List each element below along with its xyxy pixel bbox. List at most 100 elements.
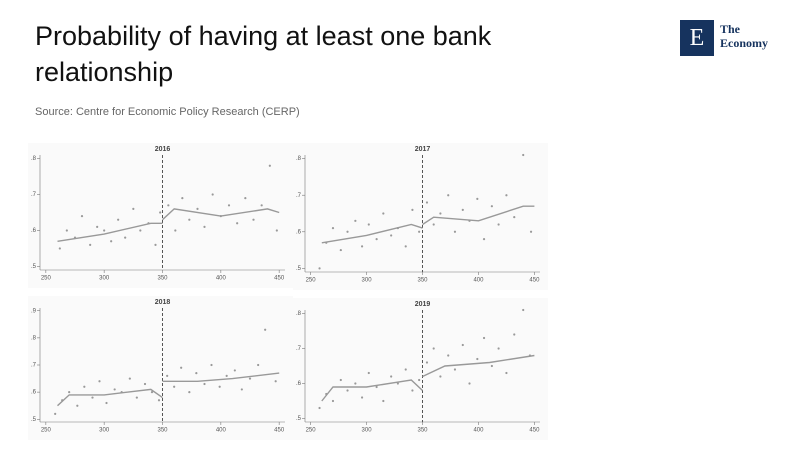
data-point xyxy=(339,378,342,382)
fit-line xyxy=(57,372,280,407)
data-point xyxy=(482,237,486,241)
panel-title: 2017 xyxy=(415,146,431,153)
fit-line xyxy=(321,354,535,402)
y-tick-label: .5 xyxy=(31,417,37,423)
data-point xyxy=(411,389,414,392)
data-point xyxy=(58,247,61,250)
panel-title: 2019 xyxy=(415,301,431,308)
data-point xyxy=(513,333,516,336)
data-point xyxy=(91,396,94,399)
data-point xyxy=(490,364,493,368)
x-tick-label: 400 xyxy=(216,276,227,282)
data-point xyxy=(257,363,260,367)
data-point xyxy=(248,377,252,380)
x-tick-label: 350 xyxy=(157,428,168,434)
x-tick-label: 450 xyxy=(529,428,540,434)
x-tick-label: 350 xyxy=(417,278,428,284)
data-point xyxy=(522,153,525,157)
data-point xyxy=(83,385,86,388)
data-point xyxy=(439,375,442,378)
data-point xyxy=(54,412,57,415)
source-note: Source: Centre for Economic Policy Resea… xyxy=(35,106,300,118)
data-point xyxy=(453,368,457,371)
data-point xyxy=(432,347,435,350)
y-tick-label: .8 xyxy=(31,156,37,162)
data-point xyxy=(476,197,479,200)
x-tick-label: 350 xyxy=(417,428,428,434)
data-point xyxy=(65,229,68,232)
logo: E The Economy xyxy=(680,20,780,58)
data-point xyxy=(339,248,342,252)
data-point xyxy=(468,382,471,385)
y-tick-label: .7 xyxy=(31,192,37,198)
data-point xyxy=(505,371,508,375)
data-point xyxy=(210,363,213,367)
data-point xyxy=(404,245,407,248)
data-point xyxy=(382,212,385,215)
data-point xyxy=(360,396,364,399)
data-point xyxy=(318,406,321,410)
data-point xyxy=(490,205,493,208)
data-point xyxy=(227,204,231,207)
data-point xyxy=(244,197,247,200)
page-title: Probability of having at least one bank … xyxy=(35,21,492,87)
x-tick-label: 400 xyxy=(473,278,484,284)
data-point xyxy=(203,225,206,228)
data-point xyxy=(68,391,71,394)
data-point xyxy=(233,369,236,372)
panel-background xyxy=(28,296,293,440)
data-point xyxy=(203,382,206,386)
data-point xyxy=(375,385,378,389)
data-point xyxy=(180,366,183,369)
data-point xyxy=(124,236,127,239)
data-point xyxy=(105,401,108,405)
data-point xyxy=(218,385,221,388)
data-point xyxy=(331,399,335,403)
data-point xyxy=(166,374,169,377)
data-point xyxy=(275,229,278,232)
y-tick-label: .9 xyxy=(31,308,37,314)
panel-title: 2018 xyxy=(155,299,171,306)
data-point xyxy=(346,389,349,392)
data-point xyxy=(181,197,184,200)
x-tick-label: 300 xyxy=(99,428,110,434)
data-point xyxy=(76,404,79,407)
x-tick-label: 300 xyxy=(99,276,110,282)
data-point xyxy=(439,212,442,215)
y-tick-label: .8 xyxy=(296,311,302,317)
data-point xyxy=(188,391,191,394)
data-point xyxy=(461,208,464,211)
data-point xyxy=(447,194,450,197)
panel-background xyxy=(293,298,548,440)
data-point xyxy=(396,382,399,385)
data-point xyxy=(157,399,161,402)
data-point xyxy=(96,225,99,228)
data-point xyxy=(447,354,450,357)
data-point xyxy=(103,229,106,232)
data-point xyxy=(360,245,364,248)
data-point xyxy=(154,243,157,246)
data-point xyxy=(188,218,191,221)
data-point xyxy=(425,361,429,364)
data-point xyxy=(195,372,198,375)
data-point xyxy=(505,194,508,197)
data-point xyxy=(432,223,435,226)
fit-line xyxy=(57,208,280,242)
x-tick-label: 400 xyxy=(473,428,484,434)
data-point xyxy=(375,237,378,241)
y-tick-label: .5 xyxy=(31,264,37,270)
data-point xyxy=(80,214,84,218)
data-point xyxy=(89,243,92,246)
data-point xyxy=(529,230,533,233)
data-point xyxy=(476,357,479,361)
data-point xyxy=(236,222,239,225)
data-point xyxy=(274,380,277,383)
logo-mark: E xyxy=(680,20,714,56)
panel-background xyxy=(293,143,548,290)
data-point xyxy=(354,219,357,222)
x-tick-label: 400 xyxy=(216,428,227,434)
y-tick-label: .6 xyxy=(296,229,302,235)
data-point xyxy=(404,368,407,371)
